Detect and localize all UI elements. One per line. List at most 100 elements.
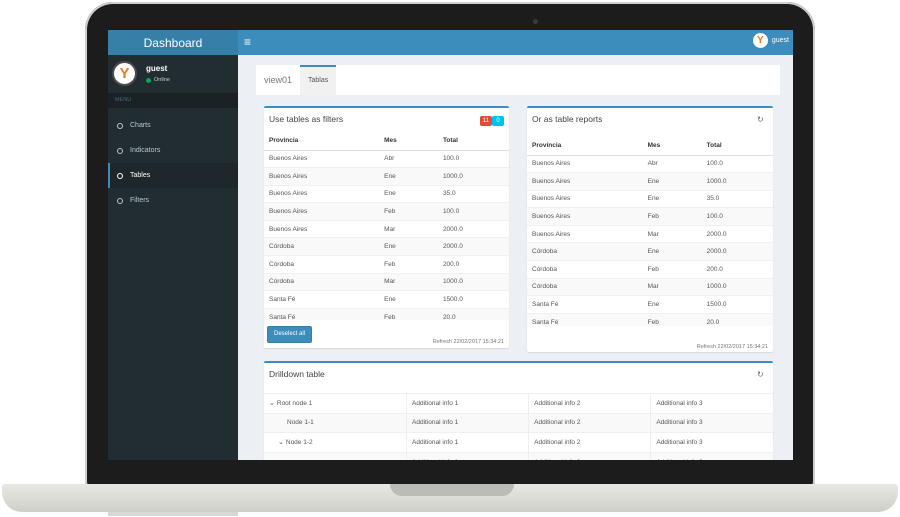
- box-title: Use tables as filters: [269, 114, 344, 124]
- report-table: Provincia Mes Total Buenos Aires Abr 100.0…: [527, 137, 773, 326]
- table-row[interactable]: Buenos Aires Abr 100.0: [264, 149, 509, 168]
- table-cell: 1000.0: [701, 277, 773, 296]
- table-cell: Abr: [379, 149, 438, 168]
- screen: Dashboard ≡ guest guest Online MENU Char…: [108, 30, 793, 460]
- refresh-timestamp: Refresh 22/02/2017 15:34:21: [696, 344, 768, 350]
- table-row[interactable]: Córdoba Mar 1000.0: [264, 272, 509, 291]
- drilldown-node-cell: ⌄ Node 1-2: [264, 432, 407, 452]
- table-cell: Ene: [379, 237, 438, 256]
- drilldown-row[interactable]: ⌄ Node 1-2 Additional info 1 Additional inf…: [264, 432, 773, 452]
- table-row[interactable]: Buenos Aires Mar 2000.0: [527, 224, 773, 243]
- online-label: Online: [154, 77, 170, 83]
- table-cell: Santa Fé: [527, 295, 643, 314]
- column-header: Total: [701, 137, 773, 156]
- table-row[interactable]: Santa Fé Feb 20.0: [264, 307, 509, 320]
- app-title: Dashboard: [143, 35, 203, 50]
- table-cell: Abr: [642, 154, 702, 173]
- table-row[interactable]: Córdoba Ene 2000.0: [264, 237, 509, 256]
- table-cell: Feb: [642, 207, 702, 226]
- table-cell: Ene: [379, 184, 438, 203]
- table-row[interactable]: Buenos Aires Ene 1000.0: [527, 172, 773, 191]
- filters-table-scroll[interactable]: Provincia Mes Total Buenos Aires Abr 100.0…: [264, 132, 509, 320]
- tab-tablas[interactable]: Tablas: [300, 65, 337, 95]
- filters-box: Use tables as filters 11 0 Provincia Mes…: [264, 106, 509, 348]
- table-row[interactable]: Buenos Aires Feb 100.0: [264, 202, 509, 221]
- circle-icon: [117, 147, 123, 154]
- sidebar-item-indicators[interactable]: Indicators: [108, 138, 238, 163]
- table-cell: Córdoba: [264, 237, 380, 256]
- table-cell: Ene: [379, 167, 438, 186]
- table-row[interactable]: Santa Fé Feb 20.0: [527, 312, 773, 326]
- chevron-down-icon[interactable]: ⌄: [269, 400, 275, 408]
- refresh-icon[interactable]: ↻: [757, 115, 764, 124]
- table-row[interactable]: Santa Fé Ene 1500.0: [264, 290, 509, 309]
- online-dot-icon: [146, 77, 151, 83]
- table-cell: Buenos Aires: [527, 172, 643, 191]
- user-menu-name: guest: [771, 37, 789, 44]
- sidebar-item-charts[interactable]: Charts: [108, 113, 238, 138]
- table-cell: 1000.0: [437, 167, 509, 186]
- table-cell: Córdoba: [527, 277, 643, 296]
- table-row[interactable]: Córdoba Feb 200.0: [527, 260, 773, 279]
- table-row[interactable]: Córdoba Mar 1000.0: [527, 277, 773, 296]
- table-row[interactable]: Buenos Aires Ene 35.0: [527, 189, 773, 208]
- report-table-scroll[interactable]: Provincia Mes Total Buenos Aires Abr 100.0…: [527, 137, 773, 326]
- refresh-timestamp: Refresh 22/02/2017 15:34:21: [432, 339, 504, 345]
- table-cell: 1500.0: [701, 295, 773, 314]
- table-cell: 1000.0: [437, 272, 509, 291]
- column-header: Total: [437, 132, 509, 151]
- table-cell: Buenos Aires: [264, 202, 380, 221]
- sidebar-item-filters[interactable]: Filters: [108, 188, 238, 213]
- table-cell: 200.0: [701, 260, 773, 279]
- hamburger-icon[interactable]: ≡: [244, 35, 252, 49]
- chevron-down-icon[interactable]: ⌄: [278, 439, 284, 447]
- drilldown-row[interactable]: Node 1-1 Additional info 1 Additional info…: [264, 412, 773, 433]
- table-cell: Buenos Aires: [527, 154, 643, 173]
- sidebar-item-label: Filters: [130, 197, 150, 204]
- user-menu[interactable]: guest: [752, 33, 789, 48]
- drilldown-scroll[interactable]: ⌄ Root node 1 Additional info 1 Additional …: [264, 393, 773, 460]
- drilldown-node-cell: ⌄ Root node 1: [264, 393, 407, 413]
- drilldown-info-cell: Additional info 2: [528, 432, 651, 452]
- table-cell: Feb: [642, 312, 702, 326]
- deselect-all-button[interactable]: Deselect all: [267, 326, 312, 343]
- refresh-icon[interactable]: ↻: [757, 370, 764, 379]
- table-row[interactable]: Buenos Aires Feb 100.0: [527, 207, 773, 226]
- table-cell: Córdoba: [264, 255, 380, 274]
- drilldown-row[interactable]: ⌄ Root node 1 Additional info 1 Additional …: [264, 393, 773, 413]
- drilldown-info-cell: Additional info 1: [406, 451, 529, 460]
- box-title: Drilldown table: [269, 369, 325, 379]
- table-cell: Buenos Aires: [527, 189, 643, 208]
- table-row[interactable]: Buenos Aires Abr 100.0: [527, 154, 773, 173]
- table-cell: 2000.0: [437, 219, 509, 238]
- menu-header: MENU: [108, 93, 238, 108]
- table-cell: Buenos Aires: [527, 224, 643, 243]
- table-cell: Mar: [642, 277, 702, 296]
- table-cell: Buenos Aires: [264, 149, 380, 168]
- app-logo[interactable]: Dashboard: [108, 30, 238, 55]
- column-header: Mes: [642, 137, 702, 156]
- table-cell: Córdoba: [527, 242, 643, 261]
- drilldown-node-cell: Node 1-1: [264, 412, 407, 433]
- table-row[interactable]: Córdoba Feb 200.0: [264, 255, 509, 274]
- table-row[interactable]: Buenos Aires Mar 2000.0: [264, 219, 509, 238]
- table-cell: 20.0: [701, 312, 773, 326]
- table-cell: Ene: [642, 172, 702, 191]
- table-cell: 2000.0: [701, 242, 773, 261]
- table-cell: 35.0: [437, 184, 509, 203]
- table-cell: 1500.0: [437, 290, 509, 309]
- table-cell: Buenos Aires: [264, 219, 380, 238]
- table-row[interactable]: Buenos Aires Ene 1000.0: [264, 167, 509, 186]
- table-cell: Mar: [642, 224, 702, 243]
- table-row[interactable]: Buenos Aires Ene 35.0: [264, 184, 509, 203]
- table-row[interactable]: Córdoba Ene 2000.0: [527, 242, 773, 261]
- top-navbar: ≡ guest: [238, 30, 793, 55]
- report-box: Or as table reports ↻ Provincia Mes Tota…: [527, 106, 773, 352]
- circle-icon: [117, 122, 123, 129]
- sidebar-item-tables[interactable]: Tables: [108, 163, 238, 188]
- laptop-notch: [390, 484, 514, 496]
- table-cell: Ene: [642, 295, 702, 314]
- table-row[interactable]: Santa Fé Ene 1500.0: [527, 295, 773, 314]
- table-header-row: Provincia Mes Total: [527, 137, 773, 156]
